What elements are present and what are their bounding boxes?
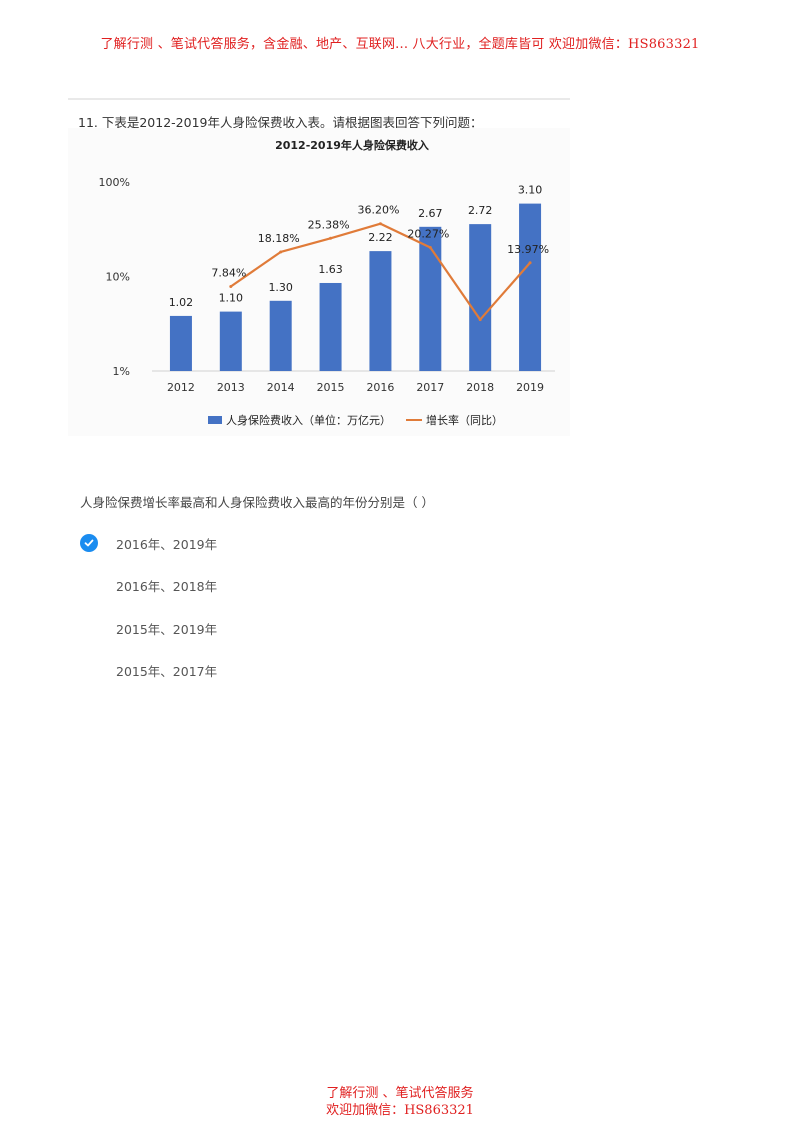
option-label: 2016年、2018年	[116, 578, 218, 594]
bottom-banner-line1: 了解行测 、笔试代答服务	[326, 1086, 474, 1101]
growth-data-label: 7.84%	[211, 266, 246, 279]
x-tick-label: 2019	[516, 381, 544, 394]
legend-label-bar: 人身保险费收入（单位：万亿元）	[226, 413, 391, 427]
growth-data-label: 20.27%	[407, 228, 449, 241]
option-c[interactable]: 2015年、2019年	[80, 616, 380, 640]
bar-data-label: 2.22	[368, 231, 393, 244]
bar-data-label: 3.10	[518, 184, 543, 197]
bar	[469, 224, 492, 371]
option-b[interactable]: 2016年、2018年	[80, 573, 380, 597]
x-tick-label: 2015	[317, 381, 345, 394]
growth-point	[528, 261, 532, 265]
bottom-banner-line2: 欢迎加微信：HS863321	[326, 1103, 474, 1118]
chart-svg: 2012-2019年人身险保费收入1%10%100%0.00.51.01.52.…	[99, 138, 555, 427]
x-tick-label: 2017	[416, 381, 444, 394]
option-label: 2015年、2019年	[116, 621, 218, 637]
check-circle-icon	[80, 534, 98, 552]
growth-data-label: 25.38%	[308, 218, 350, 231]
option-marker-empty	[80, 576, 98, 594]
x-tick-label: 2013	[217, 381, 245, 394]
bar-data-label: 2.72	[468, 204, 493, 217]
legend-swatch-bar	[208, 416, 222, 424]
chart-container: 2012-2019年人身险保费收入1%10%100%0.00.51.01.52.…	[68, 128, 570, 436]
question-prompt: 人身险保费增长率最高和人身保险费收入最高的年份分别是（ ）	[80, 495, 434, 510]
bar	[319, 282, 342, 371]
option-label: 2015年、2017年	[116, 663, 218, 679]
growth-point	[428, 246, 432, 250]
chart-title: 2012-2019年人身险保费收入	[275, 138, 429, 152]
x-tick-label: 2016	[366, 381, 394, 394]
legend-label-line: 增长率（同比）	[426, 413, 503, 427]
bar	[419, 226, 442, 371]
growth-data-label: 18.18%	[258, 232, 300, 245]
divider	[68, 98, 570, 100]
bar	[369, 251, 392, 371]
top-banner: 了解行测 、笔试代答服务，含金融、地产、互联网... 八大行业，全题库皆可 欢迎…	[100, 37, 700, 52]
left-axis-tick-label: 1%	[113, 365, 130, 378]
growth-data-label: 36.20%	[357, 204, 399, 217]
bar-data-label: 1.10	[219, 292, 244, 305]
option-d[interactable]: 2015年、2017年	[80, 658, 380, 682]
bar-data-label: 1.63	[318, 263, 343, 276]
bar	[169, 315, 192, 371]
growth-data-label: 13.97%	[507, 243, 549, 256]
growth-point	[478, 318, 482, 322]
growth-point	[279, 250, 283, 254]
option-a[interactable]: 2016年、2019年	[80, 531, 380, 555]
bar	[519, 203, 542, 371]
left-axis-tick-label: 10%	[106, 271, 130, 284]
left-axis-tick-label: 100%	[99, 176, 130, 189]
bar	[269, 300, 292, 371]
x-tick-label: 2014	[267, 381, 295, 394]
option-marker-empty	[80, 619, 98, 637]
bar-data-label: 1.02	[169, 296, 194, 309]
question-title: 11. 下表是2012-2019年人身险保费收入表。请根据图表回答下列问题：	[78, 115, 483, 130]
option-marker-empty	[80, 661, 98, 679]
x-tick-label: 2018	[466, 381, 494, 394]
bar	[219, 311, 242, 371]
option-label: 2016年、2019年	[116, 536, 218, 552]
bar-data-label: 1.30	[268, 281, 293, 294]
bottom-banner: 了解行测 、笔试代答服务 欢迎加微信：HS863321	[0, 1085, 800, 1119]
bar-data-label: 2.67	[418, 207, 443, 220]
growth-point	[329, 236, 333, 240]
x-tick-label: 2012	[167, 381, 195, 394]
growth-point	[378, 222, 382, 226]
growth-point	[229, 284, 233, 288]
